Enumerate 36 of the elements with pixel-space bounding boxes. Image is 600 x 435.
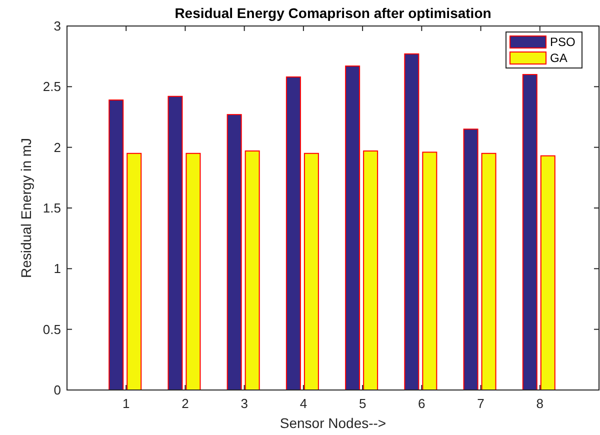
x-tick-label: 4 <box>300 396 308 411</box>
bar <box>463 128 478 390</box>
y-tick-label: 2 <box>54 140 61 155</box>
bar <box>286 76 301 390</box>
x-axis-title: Sensor Nodes--> <box>280 415 386 431</box>
x-tick-label: 5 <box>358 396 366 411</box>
x-tick-label: 2 <box>182 396 189 411</box>
legend-label: PSO <box>550 35 576 50</box>
bar <box>226 114 242 390</box>
bar <box>540 155 556 390</box>
bar <box>481 152 496 390</box>
x-tick-label: 3 <box>240 396 248 411</box>
y-tick-label: 0.5 <box>42 322 61 337</box>
bar <box>522 74 538 390</box>
y-tick-label: 2.5 <box>42 79 61 94</box>
bar <box>168 96 183 390</box>
x-tick-label: 8 <box>536 396 544 411</box>
x-tick-label: 6 <box>418 396 426 411</box>
bar <box>126 152 142 390</box>
y-tick-label: 1 <box>54 261 61 276</box>
y-tick-label: 1.5 <box>42 200 61 216</box>
chart-title: Residual Energy Comaprison after optimisation <box>174 5 492 21</box>
x-tick-label: 1 <box>122 396 130 411</box>
bar <box>422 152 438 390</box>
x-tick-label: 7 <box>477 396 484 411</box>
bar <box>108 100 124 390</box>
bar <box>363 150 378 390</box>
y-axis-title: Residual Energy in mJ <box>18 138 34 278</box>
bar <box>345 66 360 390</box>
legend-label: GA <box>550 51 568 66</box>
bar <box>186 152 201 390</box>
bar <box>244 150 260 390</box>
bar <box>404 53 420 390</box>
bar <box>304 152 319 390</box>
y-tick-label: 3 <box>54 18 61 34</box>
y-tick-label: 0 <box>54 382 61 398</box>
